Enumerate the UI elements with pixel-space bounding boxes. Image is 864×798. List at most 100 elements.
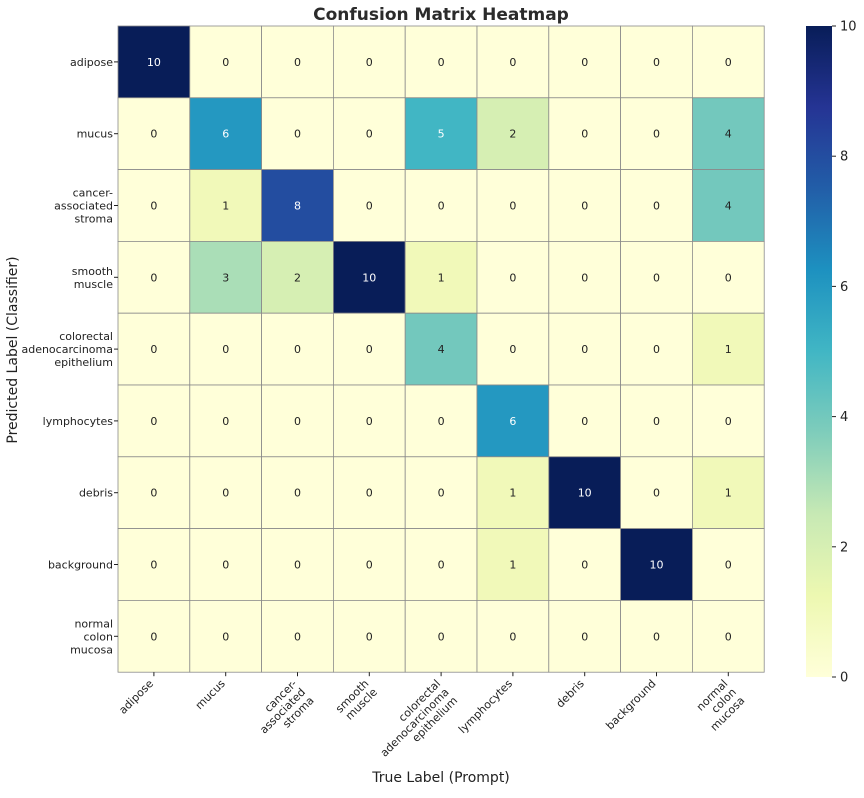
cell-value-label: 0	[438, 56, 445, 69]
cell-value-label: 1	[725, 487, 732, 500]
heatmap-cell	[189, 384, 263, 458]
cell-value-label: 0	[222, 56, 229, 69]
cell-value-label: 0	[581, 56, 588, 69]
heatmap-cell	[117, 600, 191, 673]
heatmap-cell	[620, 25, 693, 99]
colorbar-tick-label: 6	[840, 280, 848, 295]
heatmap-cell	[261, 528, 334, 601]
heatmap-cell	[476, 312, 550, 386]
cell-value-label: 0	[653, 128, 660, 141]
heatmap-cell	[189, 312, 263, 386]
cell-value-label: 0	[653, 630, 660, 643]
heatmap-cell	[189, 25, 263, 99]
heatmap-cell	[332, 312, 406, 386]
cell-value-label: 6	[509, 415, 516, 428]
cell-value-label: 10	[362, 271, 376, 284]
heatmap-cell	[548, 312, 621, 386]
cell-value-label: 0	[509, 200, 516, 213]
colorbar-tick-label: 4	[840, 410, 848, 425]
heatmap-cell	[404, 169, 478, 242]
cell-value-label: 0	[438, 487, 445, 500]
heatmap-cell	[476, 600, 550, 673]
x-tick-label: cancer-associatedstroma	[249, 677, 317, 745]
heatmap-cell	[261, 312, 334, 386]
cell-value-label: 0	[294, 56, 301, 69]
cell-value-label: 0	[150, 630, 157, 643]
cell-value-label: 0	[150, 343, 157, 356]
heatmap-cell	[332, 97, 406, 171]
cell-value-label: 0	[222, 343, 229, 356]
cell-value-label: 0	[725, 630, 732, 643]
y-tick-label: adipose	[70, 56, 113, 69]
heatmap-cell	[117, 384, 191, 458]
x-tick-label: adipose	[116, 677, 156, 717]
heatmap-cell	[404, 600, 478, 673]
heatmap-cell	[692, 169, 765, 242]
heatmap-cell	[332, 169, 406, 242]
cell-value-label: 0	[438, 559, 445, 572]
heatmap-cell	[692, 312, 765, 386]
heatmap-cell	[117, 456, 191, 529]
cell-value-label: 1	[509, 559, 516, 572]
x-tick-label: debris	[554, 677, 587, 710]
x-tick-labels: adipose mucus cancer-associatedstroma smoot…	[116, 672, 747, 768]
cell-value-label: 0	[438, 200, 445, 213]
heatmap-cell	[476, 25, 550, 99]
y-tick-labels: adipose mucus cancer-associated stroma smoot…	[21, 56, 118, 656]
heatmap-cells: 10 0 0 0 0 0 0 0 00 6 0 0 5 2 0 0 40 1 8 0 0 0 0 0 40 3 2 10 1 0 0 0 00 0…	[117, 25, 765, 673]
cell-value-label: 0	[366, 128, 373, 141]
colorbar-tick-label: 2	[840, 540, 848, 555]
heatmap-cell	[117, 528, 191, 601]
colorbar-tick-label: 0	[840, 671, 848, 686]
cell-value-label: 4	[438, 343, 445, 356]
heatmap-cell	[548, 169, 621, 242]
heatmap-cell	[692, 600, 765, 673]
chart-title: Confusion Matrix Heatmap	[313, 5, 569, 25]
cell-value-label: 0	[222, 487, 229, 500]
x-tick-label: colorectaladenocarcinomaepithelium	[369, 677, 460, 768]
cell-value-label: 0	[366, 200, 373, 213]
heatmap-cell	[404, 384, 478, 458]
x-axis-title: True Label (Prompt)	[371, 770, 510, 786]
cell-value-label: 0	[294, 559, 301, 572]
cell-value-label: 0	[150, 559, 157, 572]
cell-value-label: 1	[509, 487, 516, 500]
cell-value-label: 10	[578, 487, 592, 500]
heatmap-cell	[332, 240, 406, 314]
cell-value-label: 0	[222, 415, 229, 428]
heatmap-cell	[620, 97, 693, 171]
cell-value-label: 2	[509, 128, 516, 141]
heatmap-cell	[189, 240, 263, 314]
heatmap-cell	[476, 384, 550, 458]
cell-value-label: 0	[581, 559, 588, 572]
cell-value-label: 0	[653, 487, 660, 500]
heatmap-cell	[476, 97, 550, 171]
cell-value-label: 0	[222, 559, 229, 572]
heatmap-cell	[117, 25, 191, 99]
cell-value-label: 0	[294, 128, 301, 141]
cell-value-label: 0	[509, 630, 516, 643]
heatmap-cell	[548, 456, 621, 529]
cell-value-label: 10	[650, 559, 664, 572]
cell-value-label: 0	[581, 271, 588, 284]
x-tick-label: lymphocytes	[456, 677, 515, 736]
y-tick-label: background	[48, 559, 113, 572]
cell-value-label: 0	[150, 200, 157, 213]
heatmap-cell	[261, 97, 334, 171]
cell-value-label: 0	[581, 128, 588, 141]
y-tick-label: debris	[79, 487, 113, 500]
cell-value-label: 0	[509, 343, 516, 356]
heatmap-cell	[476, 528, 550, 601]
cell-value-label: 0	[581, 415, 588, 428]
colorbar	[806, 26, 832, 677]
heatmap-cell	[332, 384, 406, 458]
cell-value-label: 0	[653, 343, 660, 356]
heatmap-cell	[404, 528, 478, 601]
heatmap-cell	[620, 240, 693, 314]
heatmap-cell	[189, 600, 263, 673]
cell-value-label: 0	[653, 271, 660, 284]
cell-value-label: 0	[581, 343, 588, 356]
heatmap-cell	[117, 97, 191, 171]
